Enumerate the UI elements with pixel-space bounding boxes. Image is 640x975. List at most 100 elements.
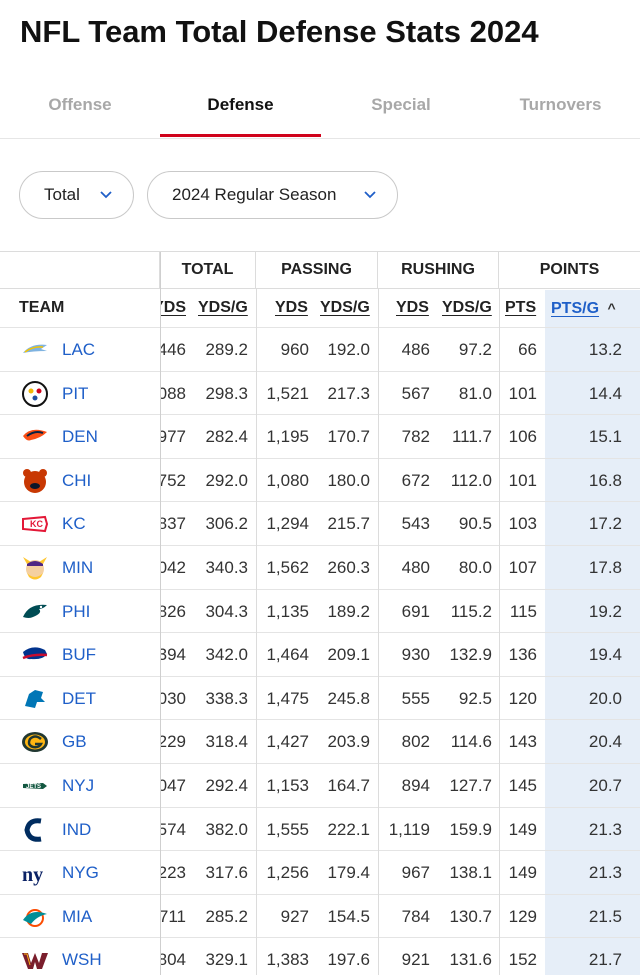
team-cell[interactable]: MIA bbox=[0, 895, 160, 939]
total-yds-cell: 223 bbox=[160, 863, 186, 883]
column-divider bbox=[256, 289, 257, 975]
group-header-team bbox=[0, 252, 160, 289]
team-link[interactable]: IND bbox=[62, 819, 92, 839]
team-cell[interactable]: DET bbox=[0, 677, 160, 721]
frozen-column-divider bbox=[160, 252, 161, 975]
team-cell[interactable]: ny NYG bbox=[0, 851, 160, 895]
team-cell[interactable]: WSH bbox=[0, 938, 160, 975]
col-header-pts[interactable]: PTS bbox=[505, 299, 537, 316]
col-header-rush-yds[interactable]: YDS bbox=[396, 299, 429, 316]
table-row: IND 574 382.0 1,555 222.1 1,119 159.9 149 21.3 bbox=[0, 806, 640, 852]
team-cell[interactable]: IND bbox=[0, 808, 160, 852]
team-link[interactable]: CHI bbox=[62, 470, 92, 490]
col-header-pts-per-game[interactable]: PTS/G ^ bbox=[551, 300, 616, 317]
rush-ydsg-cell: 115.2 bbox=[450, 601, 492, 621]
pts-cell: 149 bbox=[508, 819, 537, 839]
pts-cell: 145 bbox=[508, 776, 537, 795]
tab-special[interactable]: Special bbox=[371, 95, 431, 114]
team-link[interactable]: DEN bbox=[62, 427, 98, 447]
team-link[interactable]: GB bbox=[62, 732, 87, 752]
broncos-logo-icon bbox=[21, 424, 49, 450]
team-link[interactable]: PHI bbox=[62, 601, 91, 621]
pts-per-game-cell: 20.4 bbox=[588, 732, 622, 752]
total-ydsg-cell: 292.0 bbox=[205, 470, 248, 490]
team-link[interactable]: NYJ bbox=[62, 776, 95, 795]
steelers-logo-icon bbox=[21, 380, 49, 407]
team-link[interactable]: KC bbox=[62, 514, 86, 534]
rush-ydsg-cell: 127.7 bbox=[449, 776, 492, 795]
team-cell[interactable]: PIT bbox=[0, 372, 160, 416]
pts-cell: 143 bbox=[508, 732, 537, 752]
bills-logo-icon bbox=[21, 642, 49, 668]
team-link[interactable]: DET bbox=[62, 688, 96, 708]
rush-ydsg-cell: 90.5 bbox=[458, 514, 492, 534]
team-cell[interactable]: PHI bbox=[0, 590, 160, 634]
tab-defense[interactable]: Defense bbox=[207, 95, 274, 114]
total-ydsg-cell: 318.4 bbox=[205, 732, 248, 752]
col-header-pass-yds[interactable]: YDS bbox=[275, 299, 308, 316]
team-link[interactable]: MIN bbox=[62, 558, 94, 577]
group-header-points: POINTS bbox=[499, 252, 640, 289]
table-row: LAC 446 289.2 960 192.0 486 97.2 66 13.2 bbox=[0, 327, 640, 372]
pass-yds-cell: 1,464 bbox=[266, 645, 309, 665]
col-header-pass-ydsg[interactable]: YDS/G bbox=[320, 299, 370, 316]
team-cell[interactable]: CHI bbox=[0, 459, 160, 503]
col-header-total-yds[interactable]: YDS bbox=[160, 299, 186, 316]
pts-per-game-cell: 21.7 bbox=[588, 950, 622, 970]
group-header-total: TOTAL bbox=[160, 252, 256, 289]
tab-offense[interactable]: Offense bbox=[48, 95, 112, 114]
team-link[interactable]: MIA bbox=[62, 906, 93, 926]
rush-ydsg-cell: 130.7 bbox=[449, 906, 492, 926]
bears-logo-icon bbox=[21, 468, 49, 494]
group-header-passing: PASSING bbox=[256, 252, 378, 289]
total-yds-cell: 229 bbox=[160, 732, 186, 752]
total-yds-cell: 977 bbox=[160, 427, 186, 447]
pass-yds-cell: 1,195 bbox=[266, 427, 309, 447]
col-header-total-ydsg[interactable]: YDS/G bbox=[198, 299, 248, 316]
total-yds-cell: 837 bbox=[160, 514, 186, 534]
season-dropdown[interactable]: 2024 Regular Season bbox=[147, 171, 398, 219]
total-ydsg-cell: 289.2 bbox=[205, 340, 248, 359]
tab-turnovers[interactable]: Turnovers bbox=[519, 95, 602, 114]
rush-ydsg-cell: 159.9 bbox=[449, 819, 492, 839]
pts-per-game-cell: 21.3 bbox=[588, 819, 622, 839]
table-row: PIT 088 298.3 1,521 217.3 567 81.0 101 14.4 bbox=[0, 370, 640, 416]
team-link[interactable]: BUF bbox=[62, 645, 96, 665]
group-header-rushing: RUSHING bbox=[378, 252, 499, 289]
sort-asc-icon: ^ bbox=[607, 300, 616, 316]
commanders-logo-icon bbox=[21, 947, 49, 973]
pts-cell: 107 bbox=[508, 558, 537, 577]
team-cell[interactable]: GB bbox=[0, 720, 160, 764]
pass-yds-cell: 1,256 bbox=[266, 863, 309, 883]
team-cell[interactable]: DEN bbox=[0, 415, 160, 459]
pass-ydsg-cell: 222.1 bbox=[327, 819, 370, 839]
team-link[interactable]: WSH bbox=[62, 950, 102, 970]
rush-yds-cell: 921 bbox=[401, 950, 430, 970]
col-header-rush-ydsg[interactable]: YDS/G bbox=[442, 299, 492, 316]
team-cell[interactable]: BUF bbox=[0, 633, 160, 677]
total-ydsg-cell: 329.1 bbox=[205, 950, 248, 970]
stat-type-dropdown[interactable]: Total bbox=[19, 171, 134, 219]
team-link[interactable]: LAC bbox=[62, 340, 96, 359]
total-yds-cell: 042 bbox=[160, 558, 186, 577]
rush-ydsg-cell: 111.7 bbox=[451, 427, 492, 447]
total-ydsg-cell: 338.3 bbox=[205, 688, 248, 708]
team-cell[interactable]: JETS NYJ bbox=[0, 764, 160, 808]
pass-ydsg-cell: 245.8 bbox=[327, 688, 370, 708]
vikings-logo-icon bbox=[21, 555, 49, 581]
team-link[interactable]: NYG bbox=[62, 863, 99, 883]
eagles-logo-icon bbox=[21, 599, 49, 625]
pts-cell: 149 bbox=[508, 863, 537, 883]
pass-ydsg-cell: 189.2 bbox=[327, 601, 370, 621]
pts-per-game-cell: 17.2 bbox=[588, 514, 622, 534]
pass-ydsg-cell: 192.0 bbox=[327, 340, 370, 359]
chevron-down-icon bbox=[364, 191, 376, 199]
team-cell[interactable]: KC KC bbox=[0, 502, 160, 546]
pass-ydsg-cell: 154.5 bbox=[327, 906, 370, 926]
pass-yds-cell: 1,562 bbox=[266, 558, 309, 577]
table-row: DEN 977 282.4 1,195 170.7 782 111.7 106 15.1 bbox=[0, 414, 640, 459]
rush-ydsg-cell: 138.1 bbox=[449, 863, 492, 883]
team-cell[interactable]: MIN bbox=[0, 546, 160, 590]
team-link[interactable]: PIT bbox=[62, 383, 89, 403]
team-cell[interactable]: LAC bbox=[0, 328, 160, 372]
